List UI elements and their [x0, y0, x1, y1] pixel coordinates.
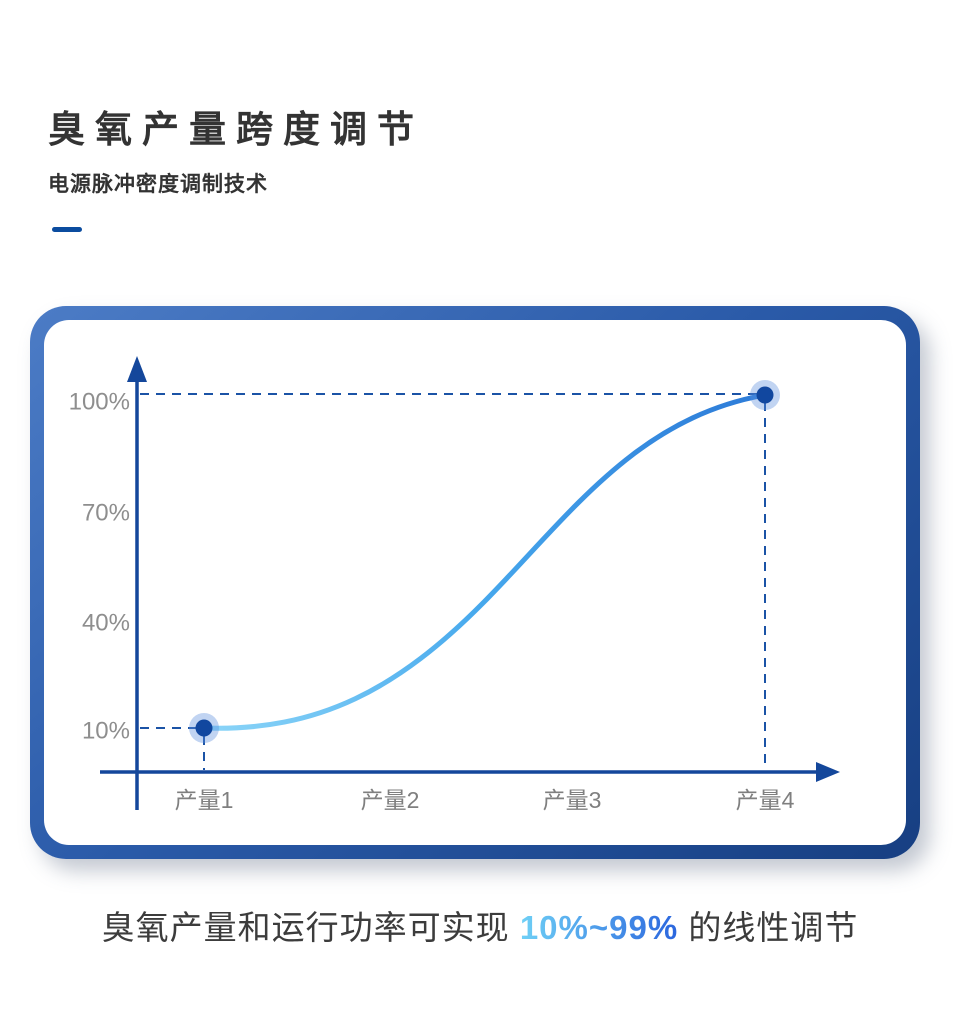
y-tick-100: 100%	[69, 389, 130, 416]
x-tick-output4: 产量4	[736, 787, 795, 813]
accent-dash	[52, 227, 82, 232]
page-title: 臭氧产量跨度调节	[48, 109, 424, 150]
x-tick-output2: 产量2	[361, 787, 420, 813]
x-axis-arrow-icon	[816, 762, 840, 782]
chart-card: 100% 70% 40% 10% 产量1 产量2 产量3 产量4	[30, 306, 920, 859]
x-tick-output3: 产量3	[543, 787, 602, 813]
caption: 臭氧产量和运行功率可实现 10%~99% 的线性调节	[0, 901, 960, 949]
caption-suffix: 的线性调节	[678, 909, 859, 946]
x-tick-output1: 产量1	[175, 787, 234, 813]
y-tick-70: 70%	[82, 500, 130, 527]
line-chart: 100% 70% 40% 10% 产量1 产量2 产量3 产量4	[69, 356, 840, 813]
y-tick-40: 40%	[82, 610, 130, 637]
caption-prefix: 臭氧产量和运行功率可实现	[101, 909, 520, 946]
ozone-output-curve	[201, 392, 768, 731]
point-output1-10pct	[195, 719, 213, 737]
y-axis-arrow-icon	[127, 356, 147, 382]
caption-highlight-range: 10%~99%	[519, 909, 679, 946]
chart-card-inner: 100% 70% 40% 10% 产量1 产量2 产量3 产量4	[44, 320, 906, 845]
page-subtitle: 电源脉冲密度调制技术	[48, 173, 268, 196]
point-output4-100pct	[756, 386, 774, 404]
y-tick-10: 10%	[82, 718, 130, 745]
